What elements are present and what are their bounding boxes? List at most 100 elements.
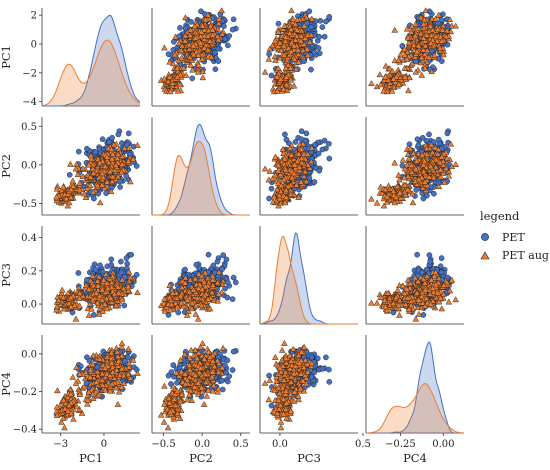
point-pet bbox=[224, 42, 231, 49]
point-pet-aug bbox=[72, 315, 80, 322]
point-pet bbox=[268, 185, 275, 192]
y-axis-title: PC1 bbox=[0, 45, 13, 69]
point-pet-aug bbox=[405, 87, 412, 94]
point-pet bbox=[266, 51, 272, 57]
point-pet bbox=[133, 163, 140, 169]
panel-PC2-vs-PC4 bbox=[365, 117, 464, 216]
point-pet bbox=[182, 266, 188, 273]
point-pet bbox=[170, 47, 177, 53]
point-pet-aug bbox=[182, 32, 189, 39]
y-tick-label: 0.4 bbox=[21, 233, 37, 244]
point-pet-aug bbox=[418, 71, 426, 78]
point-pet bbox=[182, 25, 189, 32]
point-pet bbox=[118, 269, 124, 276]
point-pet bbox=[326, 14, 333, 20]
point-pet bbox=[175, 309, 182, 316]
point-pet-aug bbox=[376, 71, 384, 78]
point-pet bbox=[106, 139, 113, 145]
point-pet bbox=[232, 279, 239, 286]
point-pet bbox=[413, 187, 420, 193]
point-pet-aug bbox=[186, 41, 193, 48]
point-pet-aug bbox=[198, 55, 206, 62]
point-pet-aug bbox=[391, 26, 398, 33]
point-pet-aug bbox=[190, 42, 197, 49]
point-pet bbox=[115, 131, 122, 138]
point-pet-aug bbox=[368, 80, 375, 87]
point-pet bbox=[319, 24, 326, 30]
point-pet bbox=[303, 130, 310, 137]
point-pet-aug bbox=[178, 47, 185, 54]
point-pet bbox=[435, 136, 442, 143]
point-pet-aug bbox=[261, 68, 269, 75]
point-pet-aug bbox=[215, 36, 222, 43]
point-pet bbox=[268, 72, 275, 79]
point-pet bbox=[230, 16, 237, 23]
point-pet-aug bbox=[261, 165, 269, 172]
point-pet bbox=[229, 26, 236, 33]
point-pet bbox=[414, 136, 421, 143]
point-pet bbox=[124, 260, 131, 267]
point-pet bbox=[431, 190, 437, 197]
point-pet bbox=[171, 38, 177, 45]
point-pet bbox=[226, 33, 233, 39]
point-pet-aug bbox=[288, 7, 295, 14]
pairplot-panels: −4−202PC1−0.50.00.5PC20.00.20.4PC3−0.4−0… bbox=[0, 7, 464, 465]
point-pet bbox=[224, 279, 231, 286]
point-pet bbox=[319, 146, 326, 153]
point-pet-aug bbox=[195, 61, 202, 68]
point-pet bbox=[224, 294, 231, 301]
point-pet-aug bbox=[169, 60, 177, 67]
y-tick-label: 0.5 bbox=[21, 122, 37, 133]
point-pet-aug bbox=[181, 37, 189, 44]
point-pet-aug bbox=[204, 32, 212, 39]
point-pet-aug bbox=[85, 311, 93, 318]
point-pet bbox=[193, 261, 200, 268]
point-pet bbox=[188, 19, 194, 25]
point-pet bbox=[266, 195, 272, 202]
panel-PC1-vs-PC4 bbox=[365, 7, 464, 107]
point-pet-aug bbox=[218, 30, 226, 37]
y-tick-label: 0.0 bbox=[21, 160, 37, 171]
point-pet-aug bbox=[215, 19, 223, 26]
point-pet-aug bbox=[67, 160, 74, 167]
point-pet bbox=[326, 140, 332, 147]
point-pet bbox=[444, 130, 451, 137]
point-pet bbox=[215, 58, 222, 64]
y-tick-label: −4 bbox=[22, 97, 37, 108]
point-pet-aug bbox=[373, 199, 381, 206]
point-pet-aug bbox=[206, 37, 214, 44]
point-pet-aug bbox=[69, 177, 77, 184]
point-pet bbox=[214, 258, 221, 265]
point-pet-aug bbox=[174, 73, 181, 80]
point-pet bbox=[282, 131, 288, 138]
point-pet-aug bbox=[208, 53, 215, 60]
point-pet bbox=[420, 195, 427, 202]
point-pet bbox=[205, 251, 212, 258]
point-pet-aug bbox=[172, 33, 179, 40]
point-pet bbox=[323, 18, 329, 25]
point-pet bbox=[66, 171, 73, 178]
point-pet-aug bbox=[197, 32, 204, 39]
point-pet bbox=[91, 312, 97, 318]
point-pet-aug bbox=[391, 159, 398, 166]
point-pet bbox=[123, 255, 130, 261]
y-tick-label: 2 bbox=[31, 11, 37, 22]
point-pet-aug bbox=[452, 161, 459, 167]
point-pet bbox=[406, 141, 413, 148]
y-tick-label: 0.2 bbox=[21, 266, 37, 277]
point-pet-aug bbox=[182, 14, 189, 21]
point-pet bbox=[312, 141, 318, 148]
point-pet bbox=[326, 155, 333, 162]
point-pet bbox=[117, 184, 123, 190]
panel-PC3-vs-PC3 bbox=[259, 226, 358, 325]
point-pet-aug bbox=[175, 40, 183, 47]
point-pet bbox=[426, 131, 432, 138]
y-tick-label: −0.5 bbox=[13, 199, 37, 210]
point-pet bbox=[75, 270, 82, 276]
y-axis-title: PC2 bbox=[0, 154, 13, 178]
panel-PC1-vs-PC2 bbox=[151, 7, 250, 107]
point-pet bbox=[317, 17, 324, 24]
y-tick-label: −2 bbox=[22, 68, 37, 79]
point-pet-aug bbox=[177, 71, 184, 78]
